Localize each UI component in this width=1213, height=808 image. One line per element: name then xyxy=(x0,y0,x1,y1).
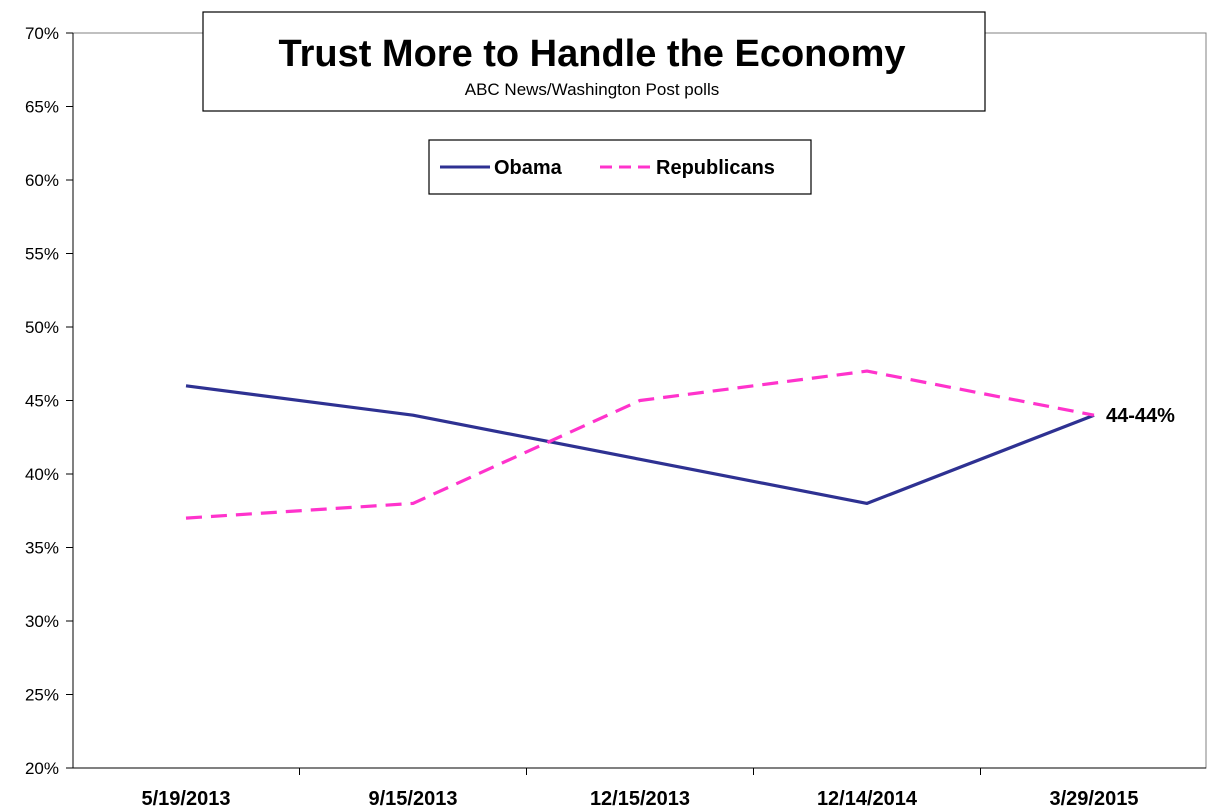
legend-label-republicans: Republicans xyxy=(656,157,775,179)
y-tick-label: 55% xyxy=(25,245,59,264)
y-tick-label: 50% xyxy=(25,318,59,337)
y-tick-label: 25% xyxy=(25,686,59,705)
legend-label-obama: Obama xyxy=(494,157,563,179)
y-axis: 20% 25% 30% 35% 40% 45% 50% 55% 60% 65% 70% xyxy=(25,24,74,778)
data-annotation-44-44: 44-44% xyxy=(1106,405,1175,427)
y-tick-label: 60% xyxy=(25,171,59,190)
y-tick-label: 70% xyxy=(25,24,59,43)
series-layer xyxy=(185,369,1095,520)
y-tick-label: 30% xyxy=(25,612,59,631)
y-tick-label: 20% xyxy=(25,759,59,778)
x-category-label: 12/14/2014 xyxy=(817,788,918,808)
x-category-label: 5/19/2013 xyxy=(142,788,231,808)
chart-subtitle: ABC News/Washington Post polls xyxy=(465,80,719,99)
x-category-label: 12/15/2013 xyxy=(590,788,690,808)
y-tick-label: 35% xyxy=(25,539,59,558)
x-category-label: 9/15/2013 xyxy=(369,788,458,808)
y-tick-label: 65% xyxy=(25,98,59,117)
chart-title: Trust More to Handle the Economy xyxy=(278,33,905,75)
title-box-frame xyxy=(202,11,986,112)
y-tick-label: 40% xyxy=(25,465,59,484)
y-tick-label: 45% xyxy=(25,392,59,411)
legend: Obama Republicans xyxy=(428,139,812,195)
x-axis: 5/19/2013 9/15/2013 12/15/2013 12/14/2014 3/… xyxy=(73,767,1206,808)
title-box: Trust More to Handle the Economy ABC New… xyxy=(202,11,986,112)
x-category-label: 3/29/2015 xyxy=(1050,788,1139,808)
